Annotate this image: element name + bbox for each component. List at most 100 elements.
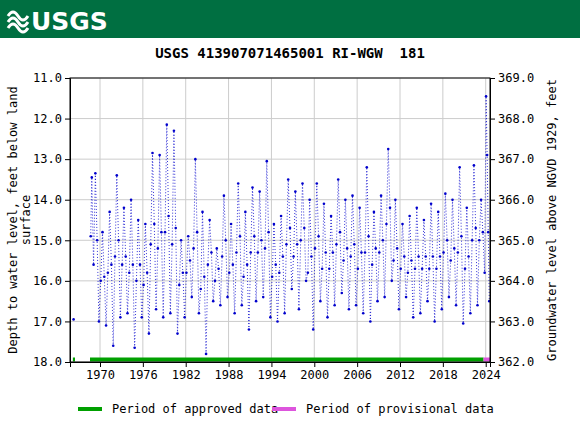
data-point xyxy=(374,247,377,250)
tick-label: 369.0 xyxy=(498,71,534,85)
data-point xyxy=(164,231,167,234)
data-point xyxy=(301,182,304,185)
data-point xyxy=(158,154,161,157)
data-point xyxy=(474,227,477,230)
data-point xyxy=(110,263,113,266)
data-point xyxy=(274,263,277,266)
data-point xyxy=(462,322,465,325)
data-point xyxy=(385,223,388,226)
data-point xyxy=(137,219,140,222)
data-point xyxy=(242,276,245,279)
data-point xyxy=(178,284,181,287)
grid-line xyxy=(185,78,186,362)
grid xyxy=(70,78,490,362)
tick: 2024 xyxy=(472,362,501,382)
tick: 369.0 xyxy=(490,71,534,85)
data-point xyxy=(248,328,251,331)
data-point xyxy=(228,271,231,274)
data-point xyxy=(432,255,435,258)
data-point xyxy=(132,263,135,266)
tick-label: 2018 xyxy=(429,368,458,382)
data-point xyxy=(380,194,383,197)
tick-label: 366.0 xyxy=(498,193,534,207)
data-point xyxy=(449,259,452,262)
grid-line xyxy=(314,78,315,362)
data-point xyxy=(482,231,485,234)
data-point xyxy=(408,215,411,218)
tick-mark xyxy=(490,321,495,322)
data-point xyxy=(458,166,461,169)
data-point xyxy=(396,247,399,250)
period-bar xyxy=(484,358,490,362)
data-point xyxy=(199,288,202,291)
data-point xyxy=(351,194,354,197)
x-axis: 1970197619821988199420002006201220182024 xyxy=(71,362,501,382)
data-point xyxy=(337,178,340,181)
data-point xyxy=(169,312,172,315)
data-point xyxy=(426,300,429,303)
data-point xyxy=(232,263,235,266)
data-point xyxy=(96,239,99,242)
data-point xyxy=(176,332,179,335)
data-point xyxy=(471,239,474,242)
data-point xyxy=(310,255,313,258)
tick-label: 16.0 xyxy=(33,274,62,288)
tick: 364.0 xyxy=(490,274,534,288)
data-point xyxy=(253,235,256,238)
data-point xyxy=(312,328,315,331)
tick-label: 14.0 xyxy=(33,193,62,207)
data-point xyxy=(192,247,195,250)
data-point xyxy=(357,267,360,270)
grid-line xyxy=(100,78,101,362)
data-point xyxy=(383,296,386,299)
data-point xyxy=(226,296,229,299)
tick-mark xyxy=(490,78,495,79)
data-point xyxy=(435,267,438,270)
tick: 17.0 xyxy=(33,315,70,329)
data-point xyxy=(233,312,236,315)
data-point xyxy=(180,239,183,242)
data-point xyxy=(307,271,310,274)
data-point xyxy=(126,312,129,315)
data-point xyxy=(278,271,281,274)
data-point xyxy=(108,211,111,214)
data-point xyxy=(207,263,210,266)
data-point xyxy=(114,255,117,258)
data-point xyxy=(410,259,413,262)
data-point xyxy=(401,223,404,226)
data-point xyxy=(246,263,249,266)
data-point xyxy=(103,276,106,279)
data-point xyxy=(421,267,424,270)
data-point xyxy=(419,312,422,315)
data-point xyxy=(155,308,158,311)
data-point xyxy=(294,190,297,193)
data-point xyxy=(269,316,272,319)
tick-label: 365.0 xyxy=(498,234,534,248)
tick-mark xyxy=(65,159,70,160)
y-axis-title: surface xyxy=(19,195,33,246)
tick-mark xyxy=(229,362,230,367)
tick-mark xyxy=(65,321,70,322)
tick: 362.0 xyxy=(490,355,534,369)
data-point xyxy=(239,235,242,238)
data-point xyxy=(212,300,215,303)
data-point xyxy=(287,178,290,181)
data-point xyxy=(273,223,276,226)
legend-label: Period of approved data xyxy=(112,402,278,416)
data-point xyxy=(198,312,201,315)
data-point xyxy=(455,304,458,307)
data-point xyxy=(185,271,188,274)
data-point xyxy=(133,347,136,350)
data-point xyxy=(473,164,476,167)
title: USGS 413907071465001 RI-WGW 181 xyxy=(155,45,425,61)
data-point xyxy=(149,243,152,246)
data-point xyxy=(333,304,336,307)
data-point xyxy=(339,231,342,234)
tick-label: 18.0 xyxy=(33,355,62,369)
data-point xyxy=(162,316,165,319)
data-point xyxy=(362,312,365,315)
data-point xyxy=(390,280,393,283)
tick-label: 13.0 xyxy=(33,152,62,166)
data-point xyxy=(486,154,489,157)
grid-line xyxy=(70,118,490,119)
